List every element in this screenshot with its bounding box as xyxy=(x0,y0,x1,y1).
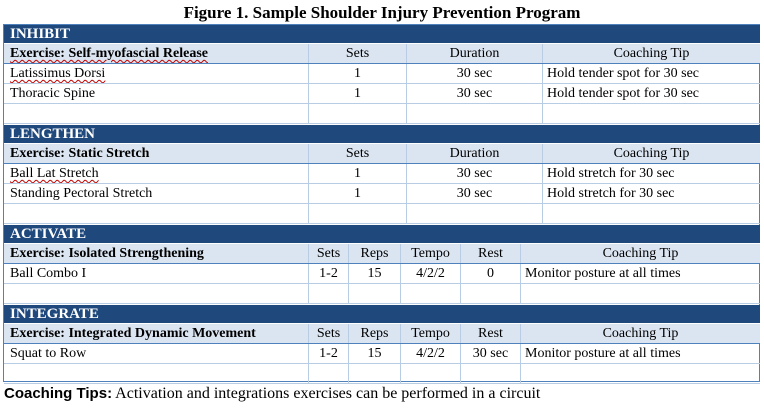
value-cell: Sets xyxy=(309,244,349,263)
coaching-tip-cell xyxy=(543,204,760,223)
coaching-tip-cell: Hold tender spot for 30 sec xyxy=(547,86,700,101)
value-cell xyxy=(309,364,349,383)
value-cell: 4/2/2 xyxy=(401,264,461,283)
value-cell xyxy=(349,364,401,383)
value-cell: 1 xyxy=(309,64,407,83)
value-cell xyxy=(461,364,521,383)
coaching-tips-label: Coaching Tips: xyxy=(4,385,113,402)
coaching-tip-cell: Hold stretch for 30 sec xyxy=(547,166,675,181)
table-row: Latissimus Dorsi 1 30 sec Hold tender spot … xyxy=(4,64,760,84)
exercise-cell: Exercise: Integrated Dynamic Movement xyxy=(4,324,309,343)
coaching-tip-cell: Coaching Tip xyxy=(602,246,679,261)
exercise-cell xyxy=(4,104,309,123)
value-cell: Tempo xyxy=(401,324,461,343)
exercise-cell: Squat to Row xyxy=(4,344,309,363)
table-header-row: Exercise: Self-myofascial Release Sets Dur… xyxy=(4,44,760,64)
value-cell: 0 xyxy=(461,264,521,283)
exercise-cell xyxy=(4,204,309,223)
table-header-row: Exercise: Integrated Dynamic Movement Set… xyxy=(4,324,760,344)
exercise-cell xyxy=(4,284,309,303)
exercise-cell: Ball Combo I xyxy=(4,264,309,283)
value-cell: 4/2/2 xyxy=(401,344,461,363)
value-cell: 30 sec xyxy=(407,84,543,103)
exercise-cell: Thoracic Spine xyxy=(4,84,309,103)
coaching-tip-cell: Hold tender spot for 30 sec xyxy=(547,66,700,81)
coaching-tip-cell xyxy=(521,284,760,303)
value-cell: Tempo xyxy=(401,244,461,263)
table-row xyxy=(4,364,760,384)
table-header-row: Exercise: Isolated Strengthening Sets Reps… xyxy=(4,244,760,264)
value-cell: 30 sec xyxy=(407,64,543,83)
exercise-cell: Standing Pectoral Stretch xyxy=(4,184,309,203)
value-cell: 30 sec xyxy=(461,344,521,363)
coaching-tip-cell: Coaching Tip xyxy=(613,46,690,61)
value-cell xyxy=(461,284,521,303)
value-cell: Duration xyxy=(407,44,543,63)
value-cell: 30 sec xyxy=(407,184,543,203)
value-cell: Rest xyxy=(461,244,521,263)
section-title: INTEGRATE xyxy=(4,305,760,324)
value-cell xyxy=(401,364,461,383)
value-cell xyxy=(309,204,407,223)
value-cell: 30 sec xyxy=(407,164,543,183)
value-cell: Sets xyxy=(309,144,407,163)
value-cell: 1 xyxy=(309,184,407,203)
section-title: ACTIVATE xyxy=(4,225,760,244)
coaching-tip-cell: Monitor posture at all times xyxy=(525,346,681,361)
coaching-tip-cell: Monitor posture at all times xyxy=(525,266,681,281)
section-inhibit: INHIBIT Exercise: Self-myofascial Release… xyxy=(4,25,760,124)
coaching-tips-note: Coaching Tips: Activation and integratio… xyxy=(4,384,540,404)
table-row: Standing Pectoral Stretch 1 30 sec Hold str… xyxy=(4,184,760,204)
value-cell xyxy=(407,104,543,123)
coaching-tip-cell xyxy=(521,364,760,383)
value-cell xyxy=(401,284,461,303)
exercise-cell: Ball Lat Stretch xyxy=(4,164,309,183)
table-header-row: Exercise: Static Stretch Sets Duration Coac… xyxy=(4,144,760,164)
section-integrate: INTEGRATE Exercise: Integrated Dynamic Mo… xyxy=(4,305,760,384)
exercise-cell: Exercise: Isolated Strengthening xyxy=(4,244,309,263)
coaching-tip-cell: Coaching Tip xyxy=(602,326,679,341)
section-title: LENGTHEN xyxy=(4,125,760,144)
exercise-cell: Latissimus Dorsi xyxy=(4,64,309,83)
coaching-tip-cell: Hold stretch for 30 sec xyxy=(547,186,675,201)
value-cell: 15 xyxy=(349,344,401,363)
coaching-tip-cell xyxy=(543,104,760,123)
section-title: INHIBIT xyxy=(4,25,760,44)
value-cell: Reps xyxy=(349,244,401,263)
table-row xyxy=(4,284,760,304)
coaching-tip-cell: Coaching Tip xyxy=(613,146,690,161)
value-cell: Reps xyxy=(349,324,401,343)
value-cell xyxy=(309,104,407,123)
value-cell: Duration xyxy=(407,144,543,163)
value-cell: 15 xyxy=(349,264,401,283)
table-row: Ball Combo I 1-2 15 4/2/2 0 Monitor posture a… xyxy=(4,264,760,284)
figure-title: Figure 1. Sample Shoulder Injury Prevent… xyxy=(183,3,581,22)
value-cell xyxy=(349,284,401,303)
table-row: Thoracic Spine 1 30 sec Hold tender spot fo… xyxy=(4,84,760,104)
exercise-cell: Exercise: Static Stretch xyxy=(4,144,309,163)
value-cell xyxy=(309,284,349,303)
value-cell: 1-2 xyxy=(309,344,349,363)
table-row xyxy=(4,104,760,124)
value-cell: 1 xyxy=(309,164,407,183)
exercise-cell: Exercise: Self-myofascial Release xyxy=(4,44,309,63)
value-cell: Rest xyxy=(461,324,521,343)
table-row: Squat to Row 1-2 15 4/2/2 30 sec Monitor post… xyxy=(4,344,760,364)
value-cell: 1 xyxy=(309,84,407,103)
section-activate: ACTIVATE Exercise: Isolated Strengthening… xyxy=(4,225,760,304)
value-cell: Sets xyxy=(309,324,349,343)
section-lengthen: LENGTHEN Exercise: Static Stretch Sets Dura… xyxy=(4,125,760,224)
value-cell: Sets xyxy=(309,44,407,63)
exercise-cell xyxy=(4,364,309,383)
value-cell xyxy=(407,204,543,223)
table-row: Ball Lat Stretch 1 30 sec Hold stretch for … xyxy=(4,164,760,184)
table-row xyxy=(4,204,760,224)
coaching-tips-text: Activation and integrations exercises ca… xyxy=(112,385,541,402)
value-cell: 1-2 xyxy=(309,264,349,283)
